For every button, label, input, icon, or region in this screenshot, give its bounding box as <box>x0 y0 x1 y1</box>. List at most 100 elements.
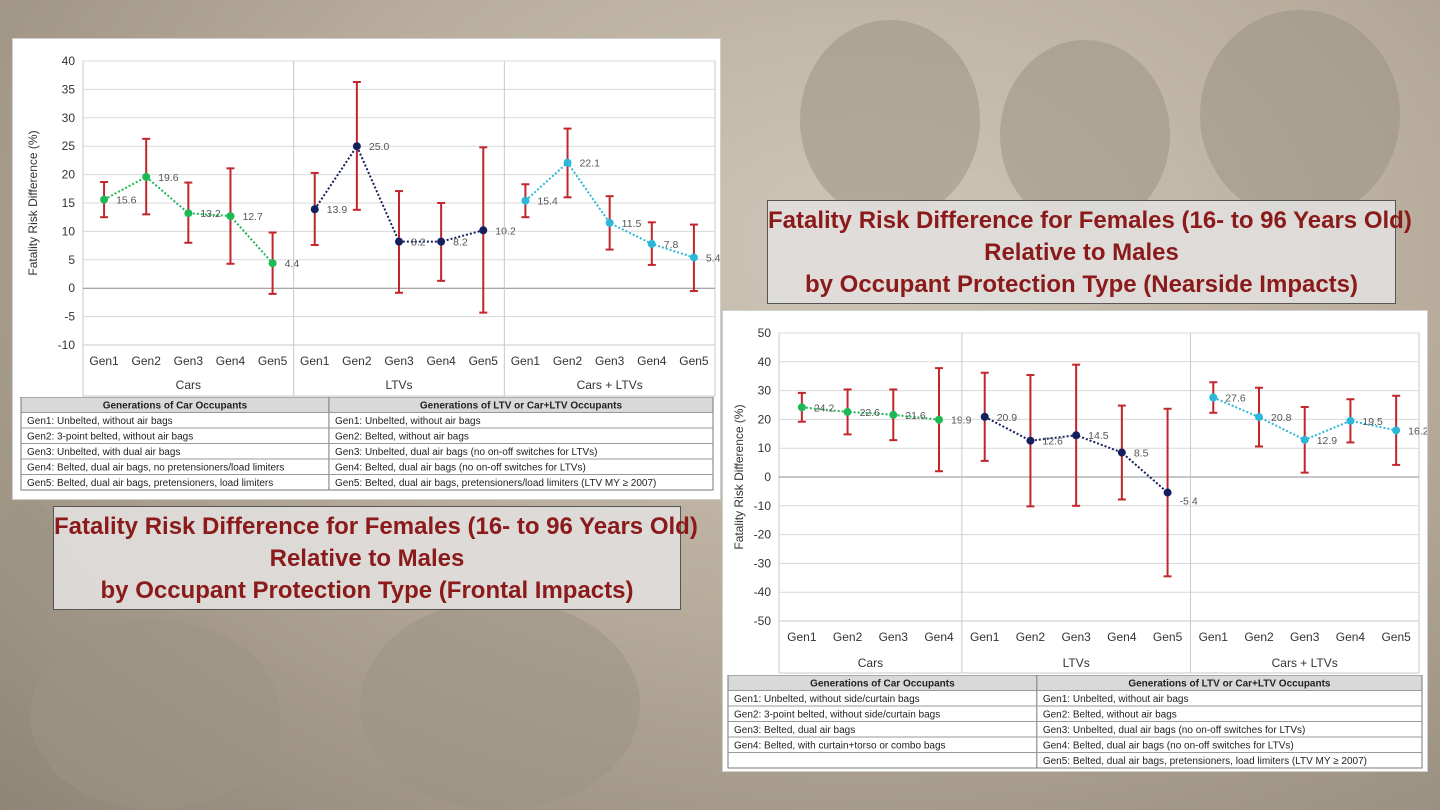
x-tick-label: Gen5 <box>1153 630 1183 644</box>
frontal-impact-chart: -10 -5 0 5 10 15 20 25 30 35 40 Fatality Risk Diffe… <box>26 54 720 397</box>
data-point <box>395 237 403 246</box>
data-point <box>437 237 446 246</box>
data-point <box>1117 448 1126 457</box>
frontal-legend-table: Generations of Car Occupants Generations … <box>20 397 714 491</box>
table-cell-left: Gen3: Unbelted, with dual air bags <box>27 447 180 458</box>
data-label: 25.0 <box>369 141 390 153</box>
group-label: Cars + LTVs <box>1272 656 1338 670</box>
data-label: 11.5 <box>622 218 642 230</box>
y-tick-label: 0 <box>68 281 75 295</box>
x-tick-label: Gen2 <box>132 354 162 368</box>
table-header-bg <box>21 397 713 413</box>
x-tick-label: Gen1 <box>89 354 119 368</box>
group-label: Cars + LTVs <box>577 378 643 392</box>
y-tick-label: -10 <box>754 499 772 513</box>
y-tick-label: 30 <box>62 111 76 125</box>
x-tick-label: Gen1 <box>1199 630 1229 644</box>
table-cell-right: Gen4: Belted, dual air bags (no on-off s… <box>335 463 586 474</box>
x-tick-label: Gen3 <box>1290 630 1320 644</box>
y-tick-label: 10 <box>62 224 76 238</box>
x-tick-label: Gen4 <box>1336 630 1366 644</box>
table-cell-left: Gen1: Unbelted, without side/curtain bag… <box>734 694 920 705</box>
data-label: 12.7 <box>242 211 263 223</box>
data-point <box>689 253 698 262</box>
table-header-left: Generations of Car Occupants <box>810 679 955 690</box>
data-point <box>1300 435 1309 444</box>
data-label: 20.9 <box>997 412 1018 424</box>
table-cell-right: Gen1: Unbelted, without air bags <box>335 416 481 427</box>
data-point <box>1392 426 1401 435</box>
data-label: 19.6 <box>158 172 179 184</box>
group-label: Cars <box>858 656 883 670</box>
y-tick-label: 0 <box>764 470 771 484</box>
x-tick-label: Gen1 <box>970 630 1000 644</box>
x-tick-label: Gen3 <box>384 354 414 368</box>
x-tick-label: Gen1 <box>300 354 330 368</box>
x-tick-label: Gen5 <box>258 354 288 368</box>
table-cell-right: Gen1: Unbelted, without air bags <box>1043 694 1189 705</box>
x-tick-label: Gen3 <box>595 354 625 368</box>
nearside-caption: Fatality Risk Difference for Females (16… <box>767 200 1412 304</box>
x-tick-label: Gen4 <box>426 354 456 368</box>
data-point <box>521 196 530 205</box>
data-point <box>1346 416 1355 425</box>
data-label: 21.6 <box>905 410 926 422</box>
data-label: 19.5 <box>1362 416 1383 428</box>
data-label: 22.1 <box>580 158 601 170</box>
data-label: 12.6 <box>1042 436 1063 448</box>
table-header-right: Generations of LTV or Car+LTV Occupants <box>420 401 623 412</box>
data-point <box>1072 431 1081 440</box>
table-cell-left: Gen2: 3-point belted, without air bags <box>27 432 193 443</box>
group-label: Cars <box>176 378 201 392</box>
plot-frame <box>778 332 1420 674</box>
table-cell-right: Gen2: Belted, without air bags <box>1043 710 1177 721</box>
y-tick-label: 50 <box>758 326 772 340</box>
data-point <box>100 195 109 204</box>
nearside-caption-line-3: by Occupant Protection Type (Nearside Im… <box>804 271 1359 298</box>
x-tick-label: Gen2 <box>342 354 372 368</box>
table-header-bg <box>728 675 1422 691</box>
y-tick-label: 25 <box>62 139 76 153</box>
table-cell-right: Gen5: Belted, dual air bags, pretensione… <box>1043 756 1367 767</box>
frontal-caption-line-3: by Occupant Protection Type (Frontal Imp… <box>100 577 634 604</box>
y-axis-label: Fatality Risk Difference (%) <box>732 404 746 549</box>
x-tick-label: Gen1 <box>511 354 541 368</box>
y-tick-label: 10 <box>758 441 772 455</box>
y-tick-label: -5 <box>64 310 75 324</box>
table-cell-right: Gen4: Belted, dual air bags (no on-off s… <box>1043 741 1294 752</box>
data-point <box>1255 413 1263 422</box>
data-label: 4.4 <box>285 258 300 270</box>
group-label: LTVs <box>1063 656 1090 670</box>
x-tick-label: Gen2 <box>833 630 863 644</box>
series-line <box>801 406 940 421</box>
data-point <box>1026 436 1035 445</box>
y-tick-label: 20 <box>62 168 76 182</box>
data-point <box>184 209 193 218</box>
nearside-chart-panel: -50 -40 -30 -20 -10 0 10 20 30 40 50 Fatality Risk … <box>722 310 1428 772</box>
data-label: 13.9 <box>327 204 348 216</box>
data-label: 27.6 <box>1225 393 1246 405</box>
table-cell-right: Gen2: Belted, without air bags <box>335 432 469 443</box>
x-tick-label: Gen2 <box>553 354 583 368</box>
y-tick-label: -30 <box>754 556 772 570</box>
data-label: 22.6 <box>860 407 881 419</box>
y-tick-label: 20 <box>758 412 772 426</box>
data-point <box>1209 393 1218 402</box>
data-label: -5.4 <box>1180 496 1198 508</box>
y-axis-label: Fatality Risk Difference (%) <box>26 130 40 275</box>
frontal-caption: Fatality Risk Difference for Females (16… <box>53 506 698 610</box>
data-point <box>310 205 319 214</box>
x-tick-label: Gen4 <box>924 630 954 644</box>
data-point <box>605 218 614 227</box>
data-point <box>268 259 277 268</box>
data-point <box>352 142 361 151</box>
y-tick-label: 5 <box>68 253 75 267</box>
frontal-caption-line-1: Fatality Risk Difference for Females (16… <box>54 513 698 540</box>
table-cell-left: Gen4: Belted, dual air bags, no pretensi… <box>27 463 284 474</box>
data-label: 7.8 <box>664 239 679 251</box>
data-point <box>889 410 898 419</box>
x-tick-label: Gen4 <box>216 354 246 368</box>
nearside-impact-chart: -50 -40 -30 -20 -10 0 10 20 30 40 50 Fatality Risk … <box>732 326 1427 674</box>
nearside-legend-table: Generations of Car Occupants Generations … <box>727 675 1423 769</box>
data-label: 12.9 <box>1317 435 1338 447</box>
